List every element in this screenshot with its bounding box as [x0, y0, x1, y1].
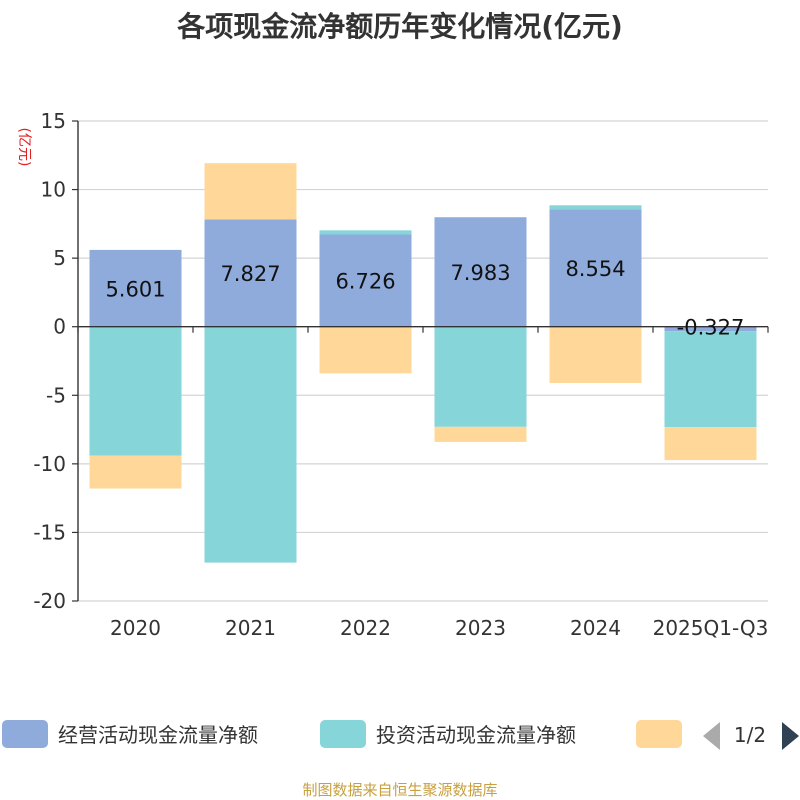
bar-segment-series-0 — [434, 217, 527, 327]
data-label: -0.327 — [677, 316, 745, 340]
bar-segment-series-0 — [204, 219, 297, 327]
legend: 经营活动现金流量净额 投资活动现金流量净额 1/2 — [2, 720, 799, 750]
bar-segment-series-0 — [89, 249, 182, 327]
y-tick-label: -10 — [33, 452, 66, 476]
legend-swatch-investing — [320, 720, 366, 748]
data-label: 6.726 — [335, 270, 395, 294]
legend-prev-icon[interactable] — [703, 722, 720, 750]
x-tick-label: 2023 — [455, 616, 506, 640]
legend-page-indicator: 1/2 — [734, 723, 766, 747]
legend-swatch-financing — [636, 720, 682, 748]
bar-segment-series-0 — [664, 326, 757, 332]
x-tick-label: 2021 — [225, 616, 276, 640]
bar-segment-series-1 — [204, 326, 297, 563]
data-source: 制图数据来自恒生聚源数据库 — [302, 781, 497, 799]
x-tick-label: 2025Q1-Q3 — [653, 616, 769, 640]
bar-segment-series-2 — [204, 163, 297, 220]
legend-label-investing: 投资活动现金流量净额 — [376, 723, 576, 747]
data-labels: 5.601 7.827 6.726 7.983 8.554 -0.327 — [105, 257, 744, 340]
y-tick-label: -20 — [33, 589, 66, 613]
y-tick-label: 10 — [41, 178, 66, 202]
legend-next-icon[interactable] — [782, 722, 799, 750]
axes: 15 10 5 0 -5 -10 -15 -20 2020 2021 2022 2023 2024 202… — [33, 109, 769, 640]
bars — [89, 163, 757, 563]
y-tick-label: -5 — [46, 383, 66, 407]
bar-segment-series-0 — [319, 234, 412, 327]
bar-segment-series-2 — [319, 326, 412, 374]
bar-segment-series-1 — [664, 331, 757, 428]
y-tick-label: 15 — [41, 109, 66, 133]
y-tick-label: 5 — [53, 246, 66, 270]
data-label: 8.554 — [565, 257, 625, 281]
legend-label-operating: 经营活动现金流量净额 — [58, 723, 258, 747]
grid — [78, 120, 768, 602]
bar-segment-series-0 — [549, 209, 642, 327]
data-label: 7.827 — [220, 262, 280, 286]
x-tick-label: 2022 — [340, 616, 391, 640]
chart-title: 各项现金流净额历年变化情况(亿元) — [176, 10, 623, 43]
bar-segment-series-2 — [434, 426, 527, 442]
y-tick-label: 0 — [53, 315, 66, 339]
bar-segment-series-1 — [319, 230, 412, 235]
bar-segment-series-2 — [664, 427, 757, 461]
data-label: 5.601 — [105, 277, 165, 301]
y-axis-label: (亿元) — [16, 128, 32, 167]
x-tick-label: 2024 — [570, 616, 621, 640]
bar-segment-series-2 — [89, 455, 182, 489]
data-label: 7.983 — [450, 261, 510, 285]
bar-segment-series-1 — [434, 326, 527, 427]
bar-segment-series-1 — [89, 326, 182, 456]
bar-segment-series-1 — [549, 205, 642, 210]
legend-swatch-operating — [2, 720, 48, 748]
y-tick-label: -15 — [33, 520, 66, 544]
bar-segment-series-2 — [549, 326, 642, 383]
x-tick-label: 2020 — [110, 616, 161, 640]
